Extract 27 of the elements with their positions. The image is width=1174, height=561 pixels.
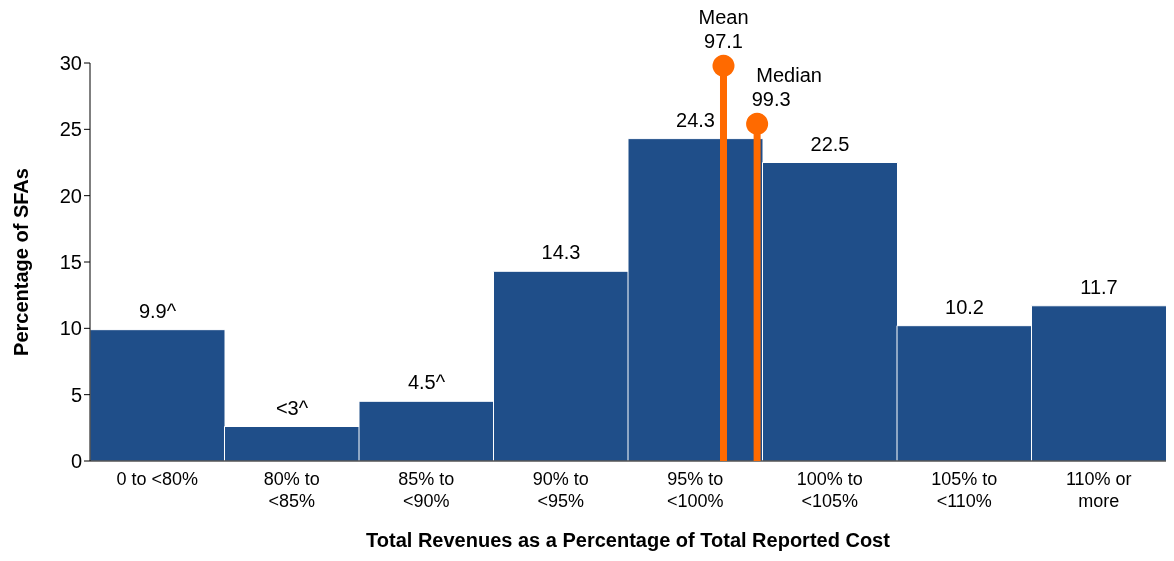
data-label: 24.3: [676, 108, 715, 131]
x-tick-label: 105% to <110%: [931, 469, 998, 511]
text: Mean 97.1: [698, 5, 749, 52]
x-tick-label: 0 to <80%: [116, 469, 199, 489]
y-tick-label: 30: [59, 52, 82, 75]
y-tick-label: 25: [59, 118, 82, 141]
x-tick-label: 90% to <95%: [532, 469, 589, 511]
data-label: 11.7: [1080, 275, 1118, 298]
y-tick-label: 20: [59, 184, 82, 207]
data-label: <3^: [275, 396, 309, 419]
data-label: 10.2: [945, 295, 984, 318]
annotation: Median 99.3: [751, 63, 822, 110]
y-tick-label: 5: [70, 383, 82, 406]
x-tick-label: 100% to <105%: [796, 469, 863, 511]
data-label: 14.3: [541, 241, 581, 264]
y-axis-title: Percentage of SFAs: [10, 168, 32, 356]
x-axis-title: Total Revenues as a Percentage of Total Reported Cost: [366, 529, 891, 551]
x-tick-label: 110% or more: [1065, 469, 1132, 511]
data-label: 22.5: [810, 132, 850, 155]
x-tick-label: 80% to <85%: [263, 469, 320, 511]
x-tick-label: 85% to <90%: [398, 469, 455, 511]
data-label: 9.9^: [138, 299, 177, 322]
y-tick-label: 15: [59, 251, 82, 274]
y-tick-label: 0: [70, 450, 82, 473]
data-label: 4.5^: [407, 371, 446, 394]
x-tick-label: 95% to <100%: [666, 469, 724, 511]
y-tick-label: 10: [59, 317, 82, 340]
